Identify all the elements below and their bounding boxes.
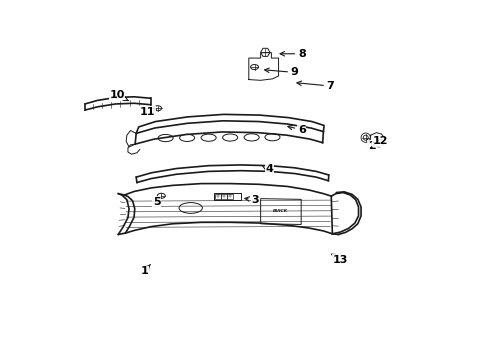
Bar <box>221 194 226 199</box>
Text: 6: 6 <box>287 125 305 135</box>
Text: 2: 2 <box>366 140 375 151</box>
Text: 3: 3 <box>244 195 259 205</box>
Text: BUICK: BUICK <box>273 209 288 213</box>
Bar <box>226 194 232 199</box>
Text: 10: 10 <box>109 90 128 101</box>
Text: 12: 12 <box>372 136 388 146</box>
Bar <box>214 193 241 200</box>
Text: 13: 13 <box>331 254 347 265</box>
Text: 11: 11 <box>140 107 156 117</box>
Text: 7: 7 <box>296 81 334 91</box>
Text: 9: 9 <box>264 67 298 77</box>
Text: 8: 8 <box>280 49 305 59</box>
Text: 5: 5 <box>153 197 160 207</box>
Text: 1: 1 <box>140 265 150 276</box>
Bar <box>215 194 221 199</box>
Text: 4: 4 <box>262 164 273 174</box>
